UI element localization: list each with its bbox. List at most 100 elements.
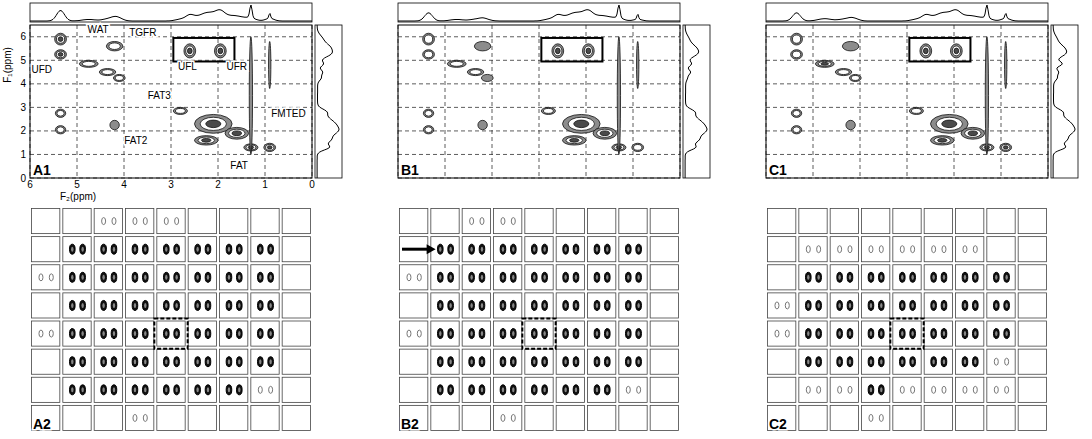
- cell: [157, 377, 185, 402]
- cell: [220, 209, 248, 234]
- contour: [792, 35, 800, 43]
- cell-box: [893, 377, 921, 402]
- peak-pair: [417, 274, 421, 281]
- peak: [55, 33, 67, 45]
- cell-box: [556, 405, 584, 430]
- contour: [102, 70, 114, 75]
- peak-label: FAT2: [124, 135, 148, 146]
- peak-pair: [469, 329, 475, 339]
- peak-pair: [469, 385, 475, 395]
- highlight-cell: [522, 319, 555, 349]
- cell: [650, 377, 678, 402]
- peak-pair: [785, 302, 789, 309]
- cell: [188, 237, 216, 262]
- cell: [987, 293, 1015, 318]
- peak-core: [196, 387, 198, 392]
- peak-core: [470, 331, 472, 336]
- tick-label: 0: [309, 179, 315, 190]
- cell: [799, 321, 827, 346]
- cell: [799, 293, 827, 318]
- peak-core: [838, 331, 840, 336]
- peak-pair: [500, 300, 506, 310]
- peak-core: [807, 303, 809, 308]
- peak-core: [71, 387, 73, 392]
- tick-label: 1: [262, 179, 268, 190]
- cell: [220, 265, 248, 290]
- cell: [588, 377, 616, 402]
- peak: [931, 136, 955, 145]
- peak-core: [901, 275, 903, 280]
- peak-core: [543, 247, 545, 252]
- peak-core: [564, 359, 566, 364]
- cell-box: [1018, 349, 1046, 374]
- peak-core: [102, 303, 104, 308]
- peak-pair: [448, 300, 454, 310]
- peak-core: [1005, 303, 1007, 308]
- grid-line: [30, 107, 312, 108]
- cell-box: [282, 321, 310, 346]
- cell: [799, 349, 827, 374]
- cell-box: [400, 209, 428, 234]
- peak-label: FMTED: [271, 108, 305, 119]
- peak-pair: [816, 329, 822, 339]
- peak-core: [564, 387, 566, 392]
- contour: [922, 46, 930, 56]
- peak-pair: [101, 385, 107, 395]
- peak-pair: [910, 357, 916, 367]
- peak-pair: [594, 244, 600, 254]
- grid-line: [766, 130, 1048, 131]
- cell: [956, 293, 984, 318]
- peak-pair: [164, 244, 170, 254]
- peak: [106, 41, 122, 50]
- peak-pair: [226, 244, 232, 254]
- peak-pair: [594, 385, 600, 395]
- peak-core: [439, 359, 441, 364]
- peak-pair: [101, 357, 107, 367]
- peak-pair: [973, 246, 977, 253]
- contour: [184, 44, 196, 58]
- peak-core: [196, 247, 198, 252]
- cell: [251, 405, 279, 430]
- peak-core: [1005, 275, 1007, 280]
- cell: [494, 265, 522, 290]
- cell-box: [619, 349, 647, 374]
- peak-pair: [532, 272, 538, 282]
- cell: [126, 405, 154, 430]
- peak-pair: [994, 272, 1000, 282]
- peak-pair: [268, 300, 274, 310]
- cell-box: [188, 377, 216, 402]
- peak-pair: [101, 272, 107, 282]
- cell: [63, 377, 91, 402]
- cell-box: [893, 321, 921, 346]
- contour: [597, 129, 613, 137]
- cell: [799, 405, 827, 430]
- peak-core: [113, 303, 115, 308]
- cell-box: [987, 377, 1015, 402]
- cell: [157, 237, 185, 262]
- cell-box: [188, 293, 216, 318]
- peak-pair: [605, 272, 611, 282]
- cell: [63, 349, 91, 374]
- peak-pair: [70, 357, 76, 367]
- contour: [99, 69, 115, 76]
- cell-box: [830, 377, 858, 402]
- cell-box: [157, 321, 185, 346]
- cell-box: [650, 321, 678, 346]
- cell: [830, 293, 858, 318]
- peak-core: [502, 331, 504, 336]
- grid-line: [124, 25, 125, 178]
- cell-box: [650, 377, 678, 402]
- peak-core: [470, 359, 472, 364]
- peak: [269, 41, 271, 88]
- contour: [113, 74, 125, 81]
- grid-line: [30, 130, 312, 131]
- peak-pair: [910, 272, 916, 282]
- cell: [494, 377, 522, 402]
- peak-pair: [806, 300, 812, 310]
- peak-core: [817, 359, 819, 364]
- contour: [1003, 146, 1008, 149]
- cell-box: [494, 209, 522, 234]
- peak-core: [81, 275, 83, 280]
- cell-box: [830, 349, 858, 374]
- cell-box: [987, 293, 1015, 318]
